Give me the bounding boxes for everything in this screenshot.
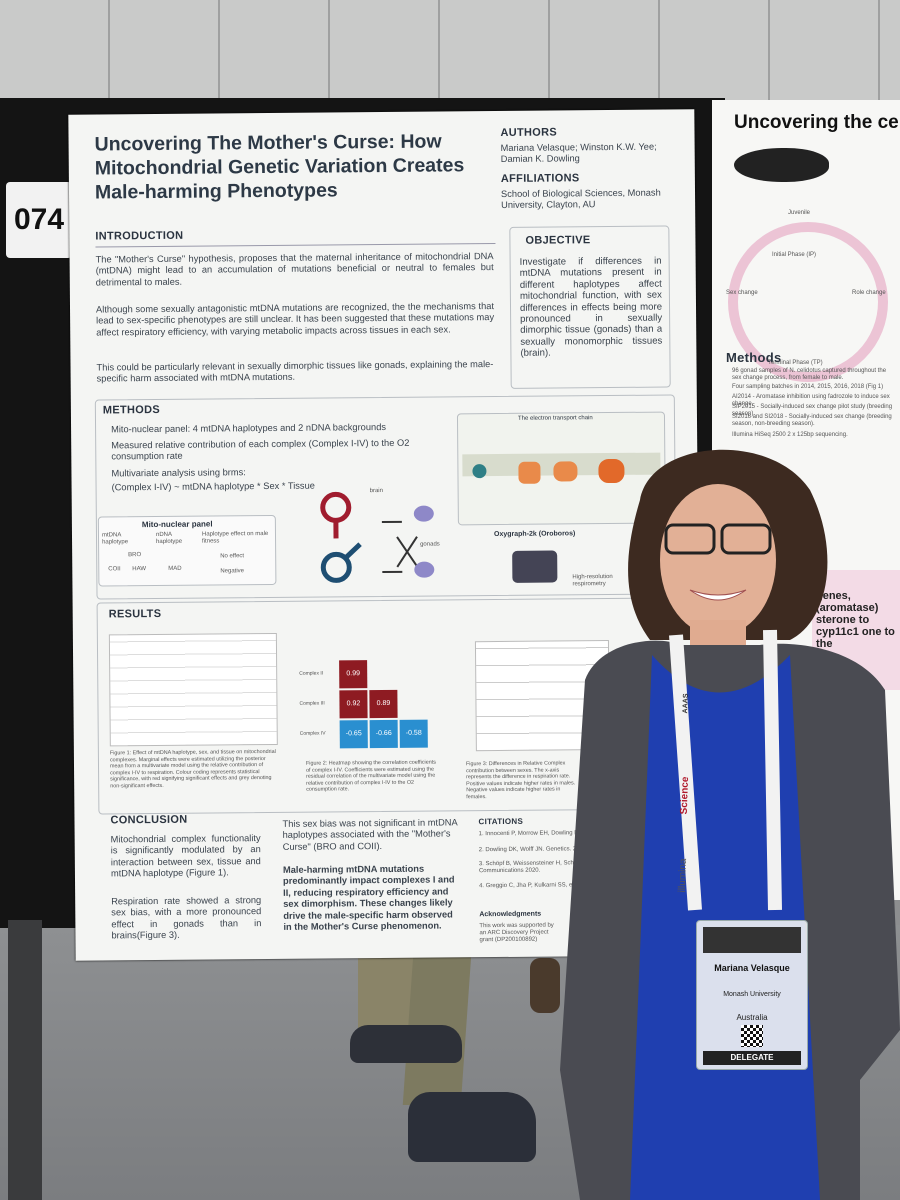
arrows: [381, 520, 419, 574]
methods-illustration: [320, 491, 558, 583]
intro-paragraph: This could be particularly relevant in s…: [96, 359, 494, 384]
glasses: [664, 523, 716, 555]
male-symbol: [344, 542, 362, 560]
booth-number-card: 074: [6, 182, 72, 258]
finding: This sex bias was not significant in mtD…: [282, 817, 458, 852]
female-symbol: [320, 491, 352, 523]
lanyard-text: Science: [678, 776, 692, 815]
stage: Role change: [852, 290, 886, 296]
objective-heading: OBJECTIVE: [525, 234, 591, 247]
lanyard-text: illumina: [676, 858, 690, 893]
tissue-icon: [414, 561, 435, 578]
fish: [734, 148, 829, 182]
neighbor-method: AI2014 - Aromatase inhibition using fadr…: [732, 394, 890, 407]
conclusion-paragraph: Respiration rate showed a strong sex bia…: [111, 895, 262, 941]
neighbor-method: SI2016 and SI2018 - Socially-induced sex…: [732, 414, 892, 427]
panel-column: Haplotype effect on male fitness: [201, 531, 269, 545]
smile: [689, 589, 747, 601]
citations-heading: CITATIONS: [478, 816, 524, 827]
ceiling: [0, 0, 900, 105]
stage: Sex change: [726, 290, 758, 296]
panel-column: nDNA haplotype: [155, 531, 183, 545]
panel-item: BRO: [128, 552, 142, 559]
intro-paragraph: The "Mother's Curse" hypothesis, propose…: [95, 251, 494, 288]
neighbor-method: 96 gonad samples of N. celidotus capture…: [732, 368, 887, 381]
neighbor-method: Four sampling batches in 2014, 2015, 201…: [732, 384, 884, 390]
conclusion-heading: CONCLUSION: [110, 813, 188, 827]
stage: Terminal Phase (TP): [768, 360, 823, 366]
tissue-icon: [413, 505, 434, 522]
badge-name: Mariana Velasque: [714, 963, 790, 973]
shoe: [408, 1092, 536, 1162]
intro-paragraph: Although some sexually antagonistic mtDN…: [95, 301, 495, 338]
badge-banner: [703, 927, 801, 953]
figure-caption: Figure 2: Heatmap showing the correlatio…: [305, 759, 436, 793]
heatmap-cell: -0.65: [339, 720, 368, 749]
diagram-label: The electron transport chain: [517, 415, 593, 422]
panel-item: No effect: [220, 553, 245, 560]
neighbor-method: Illumina HiSeq 2500 2 x 125bp sequencing…: [732, 432, 848, 438]
stage: Juvenile: [788, 210, 811, 216]
heatmap-row: Complex IV: [299, 730, 326, 737]
diagram-label: brain: [369, 488, 383, 495]
panel-item: HAW: [132, 566, 147, 573]
affiliations: School of Biological Sciences, Monash Un…: [500, 187, 661, 211]
figure-caption: Figure 1: Effect of mtDNA haplotype, sex…: [109, 748, 276, 789]
finding: Male-harming mtDNA mutations predominant…: [282, 863, 455, 932]
heatmap-cell: 0.99: [339, 660, 368, 689]
figure-1: [108, 632, 278, 747]
method-item: Measured relative contribution of each c…: [111, 437, 410, 462]
badge-institution: Monash University: [723, 991, 781, 998]
complex: [472, 464, 487, 479]
poster: Uncovering The Mother's Curse: How Mitoc…: [68, 109, 702, 961]
heatmap-cell: 0.89: [369, 689, 398, 719]
objective: Investigate if differences in mtDNA muta…: [519, 255, 663, 360]
lanyard: [669, 629, 782, 911]
oxygraph-icon: [512, 550, 558, 583]
heatmap-row: Complex III: [299, 700, 325, 707]
life-cycle-ring: [728, 222, 888, 382]
panel-title: Mito-nuclear panel: [141, 519, 213, 530]
authors: Mariana Velasque; Winston K.W. Yee; Dami…: [500, 141, 657, 165]
introduction-heading: INTRODUCTION: [95, 229, 184, 243]
panel-column: mtDNA haplotype: [101, 532, 129, 546]
male-symbol: [320, 551, 352, 583]
conclusion-paragraph: Mitochondrial complex functionality is s…: [110, 833, 261, 879]
qr-code: [741, 1025, 763, 1047]
authors-heading: AUTHORS: [500, 126, 558, 139]
shoe: [350, 1025, 462, 1063]
poster-title: Uncovering The Mother's Curse: How Mitoc…: [94, 130, 465, 204]
diagram-label: gonads: [420, 541, 440, 548]
neighbor-title: Uncovering the cell: [734, 112, 900, 133]
booth-number: 074: [13, 203, 65, 236]
affiliations-heading: AFFILIATIONS: [500, 172, 580, 185]
badge-country: Australia: [736, 1013, 768, 1022]
glasses: [720, 523, 772, 555]
neighbor-methods-heading: Methods: [726, 350, 782, 365]
heatmap-cell: 0.92: [339, 690, 368, 719]
acknowledgments-heading: Acknowledgments: [479, 910, 542, 919]
heatmap-cell: -0.58: [399, 719, 428, 748]
results-heading: RESULTS: [108, 607, 162, 621]
badge-role: DELEGATE: [703, 1051, 801, 1065]
person: [560, 449, 900, 1200]
rule: [95, 243, 496, 248]
panel-item: COII: [108, 566, 121, 573]
panel-item: MAD: [168, 565, 182, 572]
board-leg: [8, 920, 42, 1200]
lanyard-text: AAAS: [682, 693, 690, 714]
heatmap-cell: -0.66: [369, 719, 398, 749]
stage: Initial Phase (IP): [772, 252, 817, 258]
face: [660, 484, 776, 636]
heatmap: 0.99 0.92 0.89 -0.65 -0.66 -0.58 Complex…: [299, 660, 428, 751]
badge: Mariana Velasque Monash University Austr…: [696, 920, 808, 1070]
neighbor-method: SIP2015 - Socially-induced sex change pi…: [732, 404, 893, 417]
complex: [518, 461, 541, 484]
neighbor-fragment: genes, (aromatase) sterone to cyp11c1 on…: [816, 590, 895, 650]
heatmap-row: Complex II: [299, 670, 324, 677]
panel-item: Negative: [220, 568, 245, 575]
shoe: [530, 958, 560, 1013]
